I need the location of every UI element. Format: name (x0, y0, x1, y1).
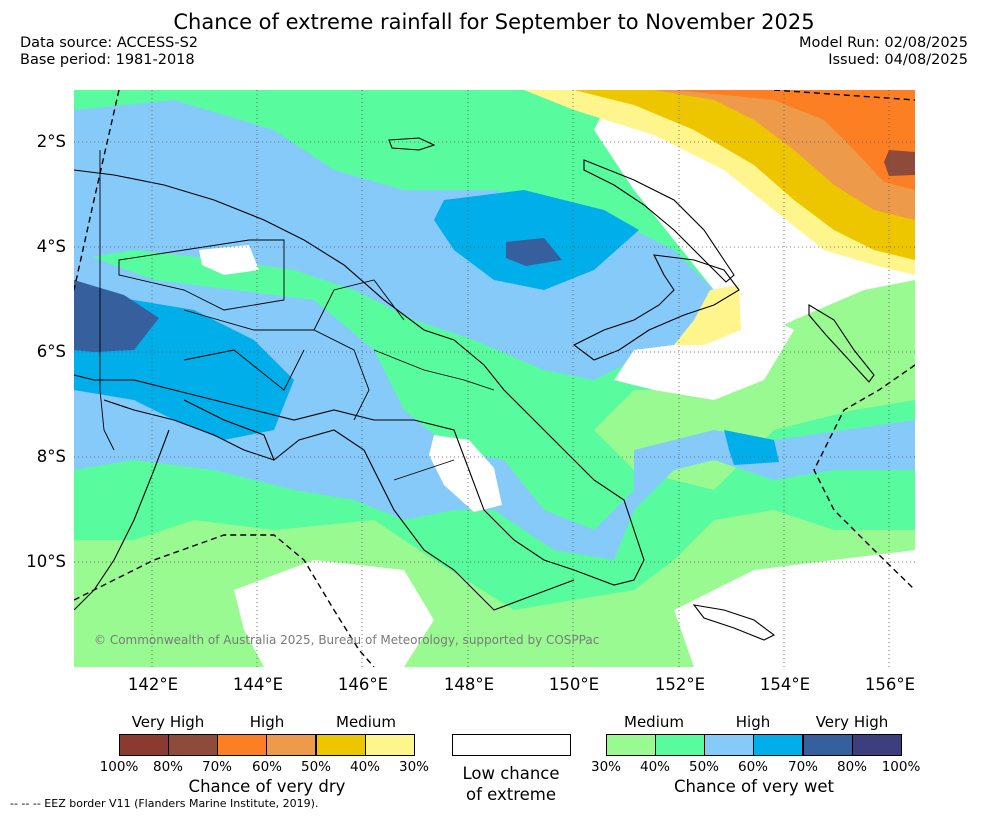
lat-tick-10s: 10°S (26, 552, 66, 571)
lon-tick-146e: 146°E (337, 675, 389, 694)
lon-tick-156e: 156°E (864, 675, 916, 694)
white-area-central (429, 435, 502, 512)
dry-swatch-60-50 (266, 734, 316, 756)
dry-pct-30: 30% (398, 759, 429, 775)
rainfall-map (74, 90, 915, 667)
coastlines (74, 137, 875, 641)
png-indonesia-border (99, 150, 115, 451)
wet-swatch-80-100 (852, 734, 902, 756)
louisiade-islands (692, 604, 776, 641)
new-britain-coast (572, 254, 740, 361)
dry-legend-caption: Chance of very dry (188, 777, 346, 796)
lat-tick-2s: 2°S (36, 132, 66, 151)
dry-swatch-40-30 (365, 734, 415, 756)
dry-pct-80: 80% (152, 759, 183, 775)
dark-blue-north (506, 238, 562, 266)
blue-region-central (74, 250, 915, 560)
dry-orange-band (674, 90, 915, 190)
dry-legend-header-medium: Medium (336, 713, 396, 731)
wet-swatch-70-80 (803, 734, 853, 756)
lat-tick-4s: 4°S (36, 237, 66, 256)
eez-line-west (74, 90, 120, 291)
lon-tick-144e: 144°E (232, 675, 284, 694)
wet-pct-100: 100% (881, 759, 921, 775)
dry-yellow-patch (674, 285, 741, 345)
lat-tick-8s: 8°S (36, 447, 66, 466)
dry-pct-50: 50% (300, 759, 331, 775)
dry-pct-60: 60% (251, 759, 282, 775)
eez-line-northeast (773, 90, 915, 101)
dry-pct-70: 70% (201, 759, 232, 775)
wet-legend-header-high: High (735, 713, 771, 731)
bougainville-coast (808, 304, 875, 383)
dry-brown-spot (884, 150, 915, 176)
data-source-text: Data source: ACCESS-S2 (20, 35, 199, 51)
wet-pct-60: 60% (737, 759, 768, 775)
wet-swatch-40-50 (655, 734, 705, 756)
dry-swatch-70-60 (217, 734, 267, 756)
low-chance-swatch (452, 734, 571, 756)
wet-legend-caption: Chance of very wet (674, 777, 834, 796)
mid-blue-east (724, 430, 779, 465)
dry-swatch-100-80 (119, 734, 169, 756)
torres-strait-coast (103, 399, 275, 461)
wet-swatch-50-60 (704, 734, 754, 756)
dry-pct-100: 100% (99, 759, 139, 775)
issued-text: Issued: 04/08/2025 (828, 52, 968, 68)
wet-pct-40: 40% (639, 759, 670, 775)
wet-swatch-60-70 (753, 734, 803, 756)
eez-borders (74, 90, 915, 667)
lon-tick-148e: 148°E (443, 675, 495, 694)
metadata-left: Data source: ACCESS-S2 Base period: 1981… (20, 35, 198, 69)
manus-coast (388, 137, 436, 151)
wet-legend-header-very-high: Very High (815, 713, 889, 731)
borders (99, 150, 495, 481)
gulf-of-papua-coast (183, 399, 575, 611)
eez-footnote: -- -- -- EEZ border V11 (Flanders Marine… (10, 797, 319, 810)
wet-legend-header-medium: Medium (624, 713, 684, 731)
map-title: Chance of extreme rainfall for September… (173, 10, 815, 34)
low-chance-caption-line2: of extreme (465, 785, 557, 804)
lon-tick-150e: 150°E (548, 675, 600, 694)
white-area-south (234, 560, 434, 667)
dry-legend-header-high: High (249, 713, 285, 731)
low-chance-caption: Low chance of extreme (432, 763, 590, 805)
cape-york-coast (74, 429, 170, 611)
low-chance-caption-line1: Low chance (462, 764, 560, 783)
white-area-east (614, 320, 794, 400)
wet-pct-50: 50% (688, 759, 719, 775)
wet-swatch-30-40 (606, 734, 656, 756)
wet-pct-70: 70% (787, 759, 818, 775)
base-period-text: Base period: 1981-2018 (20, 52, 195, 68)
lon-tick-152e: 152°E (654, 675, 706, 694)
graticule (74, 90, 915, 667)
lon-tick-154e: 154°E (759, 675, 811, 694)
dry-pct-40: 40% (349, 759, 380, 775)
dry-swatch-50-40 (316, 734, 366, 756)
dry-legend-header-very-high: Very High (131, 713, 205, 731)
wet-pct-30: 30% (590, 759, 621, 775)
eez-line-southwest (74, 534, 375, 667)
white-area-southeast (674, 550, 915, 667)
dry-swatch-80-70 (168, 734, 218, 756)
white-area-small (199, 245, 259, 275)
province-borders (118, 239, 495, 481)
model-run-text: Model Run: 02/08/2025 (798, 35, 968, 51)
blue-region-north (74, 100, 714, 380)
dark-blue-west (74, 280, 159, 352)
new-ireland-coast (583, 159, 735, 283)
new-guinea-north-coast (74, 169, 645, 586)
lat-tick-6s: 6°S (36, 342, 66, 361)
copyright-notice: © Commonwealth of Australia 2025, Bureau… (94, 633, 600, 647)
wet-pct-80: 80% (836, 759, 867, 775)
metadata-right: Model Run: 02/08/2025 Issued: 04/08/2025 (799, 35, 968, 69)
lon-tick-142e: 142°E (127, 675, 179, 694)
eez-line-east (813, 364, 915, 591)
